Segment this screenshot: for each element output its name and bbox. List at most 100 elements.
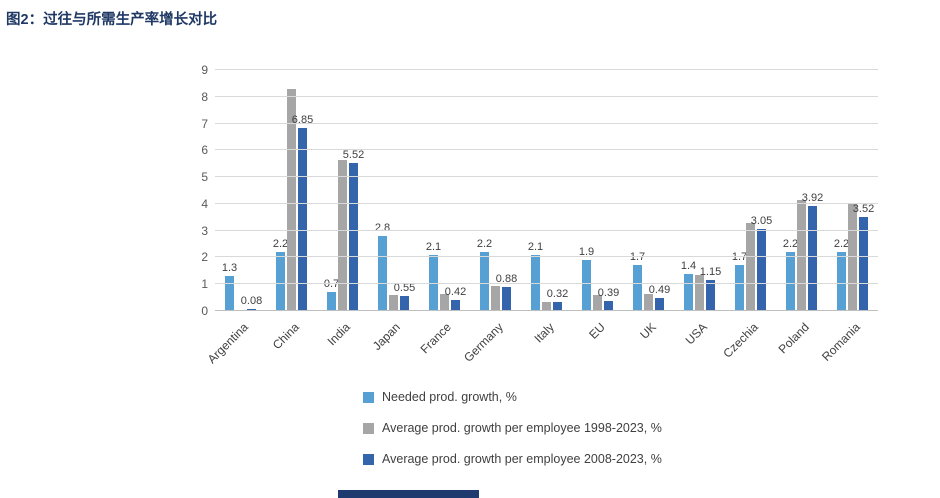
bar-column: 2.2 [834, 70, 849, 311]
bar-value-label: 0.08 [240, 294, 263, 307]
bar-needed [786, 252, 795, 311]
y-tick-label: 9 [201, 63, 208, 77]
bar-avg-2008-2023 [859, 216, 868, 311]
bar-avg-2008-2023 [298, 127, 307, 311]
bar-needed [276, 252, 285, 311]
bar-column [236, 70, 245, 311]
y-tick-label: 7 [201, 116, 208, 131]
bar-group: 2.8 0.55 [368, 70, 419, 311]
bar-group: 2.2 6.85 [266, 70, 317, 311]
bar-needed [480, 252, 489, 311]
bar-column: 0.49 [649, 70, 670, 311]
legend-label: Needed prod. growth, % [382, 390, 517, 404]
bar-group: 2.2 0.88 [470, 70, 521, 311]
bar-needed [582, 260, 591, 311]
bar-value-label: 0.39 [597, 286, 620, 299]
bar-column: 1.9 [578, 70, 595, 311]
bar-avg-2008-2023 [400, 296, 409, 311]
bar-group: 2.2 3.52 [827, 70, 878, 311]
bar-group: 0.7 5.52 [317, 70, 368, 311]
gridline [215, 69, 878, 70]
bar-column: 2.1 [425, 70, 442, 311]
bar-column: 2.2 [477, 70, 492, 311]
bar-avg-2008-2023 [757, 229, 766, 311]
bar-column [287, 70, 296, 311]
bar-value-label: 1.3 [221, 262, 238, 275]
bar-group: 2.1 0.42 [419, 70, 470, 311]
bar-group: 1.7 3.05 [725, 70, 776, 311]
bar-avg-2008-2023 [451, 299, 460, 311]
bar-group: 2.2 3.92 [776, 70, 827, 311]
legend-item: Average prod. growth per employee 1998-2… [363, 421, 662, 435]
bar-avg-2008-2023 [808, 206, 817, 311]
bar-column [797, 70, 806, 311]
bar-value-label: 0.88 [495, 273, 518, 286]
bar-avg-1998-2023 [491, 285, 500, 311]
bar-column: 0.32 [547, 70, 568, 311]
bar-value-label: 6.85 [291, 113, 314, 126]
y-tick-label: 4 [201, 196, 208, 211]
bar-needed [378, 236, 387, 311]
bar-group: 1.9 0.39 [572, 70, 623, 311]
bar-column: 1.4 [681, 70, 696, 311]
bar-column: 5.52 [343, 70, 364, 311]
bar-value-label: 1.15 [699, 266, 722, 279]
bar-column [848, 70, 857, 311]
bar-avg-2008-2023 [553, 302, 562, 311]
bar-needed [684, 273, 693, 311]
bar-column [695, 70, 704, 311]
chart-plot-area: 1.3 0.08 2.2 6.85 0.7 5.52 2.8 0.55 2.1 0.42 2.2 0.… [215, 69, 878, 311]
bar-value-label: 2.1 [425, 240, 442, 253]
bar-column: 0.42 [445, 70, 466, 311]
bar-value-label: 0.7 [323, 278, 340, 291]
bar-needed [327, 292, 336, 311]
gridline [215, 256, 878, 258]
bar-column: 1.7 [630, 70, 645, 311]
gridline [215, 310, 878, 311]
bar-needed [837, 252, 846, 311]
bar-column [338, 70, 347, 311]
bar-value-label: 0.49 [648, 283, 671, 296]
bar-value-label: 3.92 [801, 192, 824, 205]
bar-value-label: 0.32 [546, 288, 569, 301]
bar-column: 1.15 [700, 70, 721, 311]
gridline [215, 202, 878, 204]
bar-column [644, 70, 653, 311]
gridline [215, 176, 878, 178]
legend-label: Average prod. growth per employee 2008-2… [382, 452, 662, 466]
bar-group: 1.4 1.15 [674, 70, 725, 311]
bar-avg-1998-2023 [440, 293, 449, 311]
gridline [215, 149, 878, 151]
y-tick-label: 1 [201, 277, 208, 292]
legend-swatch [363, 422, 374, 434]
bar-column: 0.7 [323, 70, 340, 311]
gridline [215, 95, 878, 97]
bar-value-label: 1.7 [731, 251, 748, 264]
y-axis: 0 1 2 3 4 5 6 7 8 9 [178, 63, 208, 318]
bar-column: 1.7 [731, 70, 748, 311]
bar-needed [735, 265, 744, 311]
bar-column: 2.2 [782, 70, 799, 311]
y-tick-label: 6 [201, 143, 208, 158]
x-axis: Argentina China India Japan France Germany Ita… [204, 314, 878, 378]
gridline [215, 122, 878, 124]
bar-avg-2008-2023 [706, 280, 715, 311]
partial-footer-bar [338, 490, 479, 498]
legend-swatch [363, 453, 374, 465]
bar-column: 6.85 [292, 70, 313, 311]
y-tick-label: 5 [201, 170, 208, 185]
y-tick-label: 3 [201, 223, 208, 238]
bar-value-label: 1.9 [578, 246, 595, 259]
bar-avg-1998-2023 [644, 293, 653, 311]
gridline [215, 283, 878, 285]
bar-avg-2008-2023 [655, 297, 664, 311]
bar-avg-1998-2023 [695, 274, 704, 311]
bar-column: 2.1 [528, 70, 543, 311]
bar-value-label: 2.2 [782, 238, 799, 251]
bar-column [746, 70, 755, 311]
bar-groups: 1.3 0.08 2.2 6.85 0.7 5.52 2.8 0.55 2.1 0.42 2.2 0.… [215, 70, 878, 311]
bar-needed [531, 254, 540, 311]
bar-avg-2008-2023 [604, 300, 613, 311]
bar-column: 0.55 [394, 70, 415, 311]
bar-column: 3.05 [751, 70, 772, 311]
